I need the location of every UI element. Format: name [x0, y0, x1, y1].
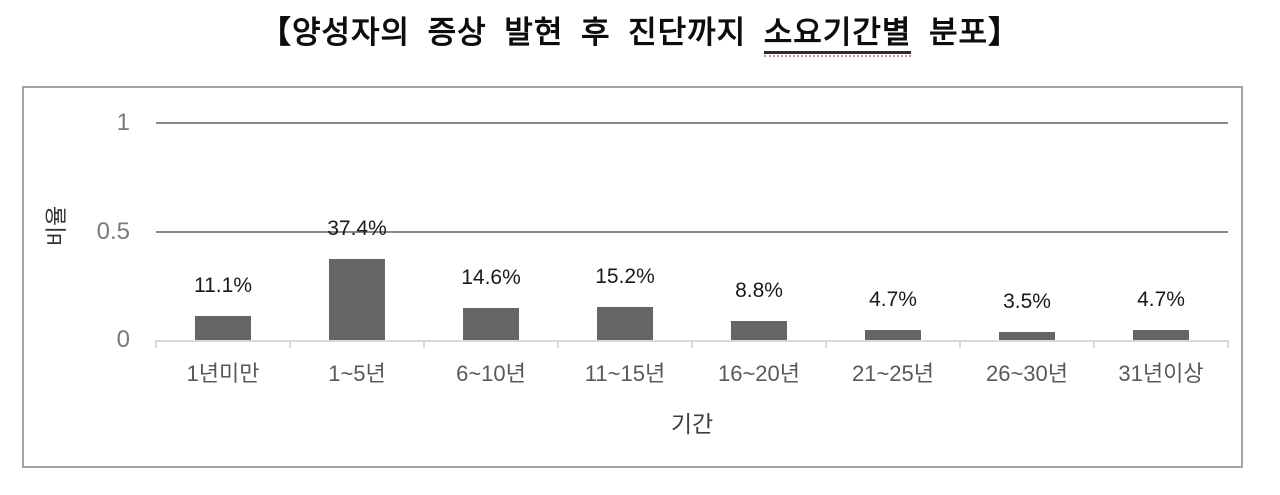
- chart-title-suffix: 분포】: [911, 15, 1021, 50]
- chart-title-prefix: 【양성자의 증상 발현 후 진단까지: [259, 15, 764, 50]
- y-axis-title: 비율: [44, 205, 69, 247]
- chart-title: 【양성자의 증상 발현 후 진단까지 소요기간별 분포】: [0, 10, 1280, 56]
- chart-title-underlined-term: 소요기간별: [763, 15, 912, 54]
- x-axis-title: 기간: [670, 411, 714, 437]
- chart-frame: [22, 86, 1243, 468]
